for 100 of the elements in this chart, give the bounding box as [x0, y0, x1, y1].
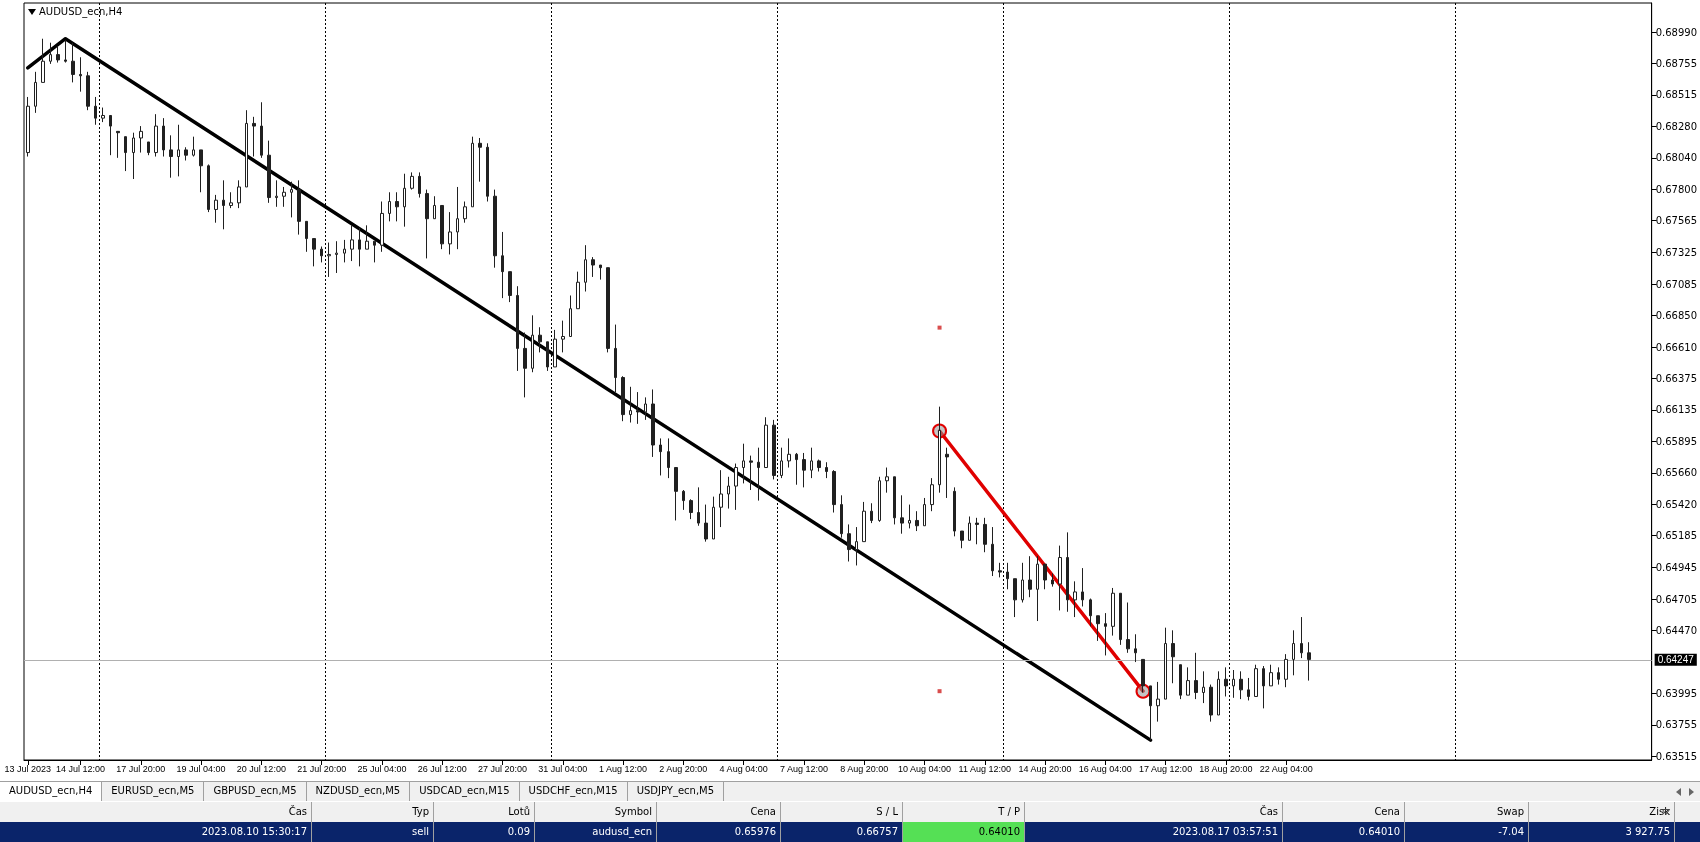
y-tick-label: 0.67800: [1655, 184, 1698, 196]
x-tick-label: 25 Jul 04:00: [357, 763, 407, 774]
text: Čas: [1025, 802, 1283, 822]
candlestick: [124, 136, 127, 172]
candlestick: [780, 447, 783, 479]
candlestick: [1247, 677, 1250, 701]
candlestick: [1096, 615, 1100, 642]
candlestick: [682, 489, 685, 511]
text: -7.04: [1405, 822, 1529, 842]
candlestick: [1171, 629, 1175, 684]
text: USDCAD_ecn,M15: [410, 782, 520, 801]
candlestick: [953, 486, 956, 537]
x-tick-label: 8 Aug 20:00: [840, 763, 889, 774]
candlestick: [1066, 531, 1069, 613]
candlestick: [546, 341, 549, 372]
x-tick-label: 7 Aug 12:00: [779, 763, 828, 774]
candlestick: [1239, 670, 1243, 700]
candlestick: [1209, 684, 1213, 723]
x-tick-label: 17 Aug 12:00: [1139, 763, 1193, 774]
candlestick: [1043, 563, 1047, 590]
candlestick: [893, 476, 896, 525]
candlestick: [501, 231, 504, 299]
candlestick: [109, 114, 112, 156]
candlestick: [1269, 664, 1273, 687]
candlestick: [335, 240, 338, 274]
text: Čas: [0, 802, 312, 822]
candlestick: [1028, 555, 1032, 598]
candlestick: [86, 71, 90, 111]
candlestick: [591, 256, 595, 278]
candlestick: [636, 391, 640, 425]
x-tick-label: 26 Jul 12:00: [417, 763, 467, 774]
candlestick: [222, 179, 225, 230]
candlestick: [1126, 602, 1130, 654]
candlestick: [1141, 658, 1145, 694]
candlestick: [840, 494, 843, 539]
candlestick: [1284, 653, 1288, 688]
candlestick: [214, 194, 218, 224]
candlestick: [433, 195, 436, 220]
candlestick: [749, 455, 753, 491]
candlestick: [425, 189, 429, 259]
candlestick: [975, 517, 979, 545]
candlestick: [757, 447, 760, 502]
candlestick: [621, 375, 625, 422]
candlestick: [56, 46, 60, 64]
candlestick: [41, 38, 45, 83]
candlestick: [998, 562, 1002, 578]
candlestick: [1013, 578, 1017, 618]
candlestick: [810, 447, 813, 479]
y-tick-label: 0.66850: [1655, 309, 1698, 321]
y-tick-label: 0.65420: [1655, 499, 1698, 511]
candlestick: [659, 437, 662, 476]
y-tick-label: 0.67325: [1655, 246, 1698, 258]
candlestick: [1202, 670, 1205, 704]
text: 0.64010: [1283, 822, 1405, 842]
x-tick-label: 14 Jul 12:00: [55, 763, 106, 774]
text: 0.66757: [781, 822, 903, 842]
candlestick: [832, 469, 836, 514]
y-tick-label: 0.63995: [1655, 687, 1698, 699]
candlestick: [147, 141, 150, 156]
candlestick: [229, 191, 233, 209]
x-tick-label: 18 Aug 20:00: [1199, 763, 1253, 774]
text: 2023.08.10 15:30:17: [40, 822, 312, 842]
x-tick-label: 1 Aug 12:00: [599, 763, 648, 774]
candlestick: [1156, 681, 1160, 723]
candlestick: [267, 140, 271, 204]
x-tick-label: 11 Aug 12:00: [958, 763, 1011, 774]
candlestick: [930, 477, 934, 512]
candlestick: [689, 498, 693, 520]
candlestick: [327, 242, 331, 278]
candlestick: [49, 42, 52, 65]
y-tick-label: 0.63515: [1655, 751, 1698, 763]
candlestick: [79, 56, 82, 93]
candlestick: [192, 136, 195, 158]
candlestick: [802, 452, 806, 488]
text: Zisk: [1529, 802, 1675, 822]
candlestick: [94, 96, 97, 126]
x-tick-label: 31 Jul 04:00: [538, 763, 588, 774]
candlestick: [576, 271, 580, 310]
candlestick: [1164, 627, 1167, 700]
candlestick: [960, 530, 964, 549]
candlestick: [252, 116, 256, 158]
candlestick: [538, 326, 542, 353]
candlestick: [878, 476, 881, 523]
candlestick: [629, 386, 632, 424]
y-tick-label: 0.67565: [1655, 215, 1698, 227]
text: 0.65976: [657, 822, 781, 842]
candlestick: [862, 501, 866, 543]
text: USDJPY_ecn,M5: [627, 782, 725, 801]
candlestick: [569, 294, 572, 337]
candlestick: [34, 71, 37, 114]
x-tick-label: 22 Aug 04:00: [1259, 763, 1313, 774]
candlestick: [991, 526, 994, 577]
candlestick: [825, 461, 828, 479]
candlestick: [1232, 669, 1235, 699]
point: [937, 689, 942, 694]
text: NZDUSD_ecn,M5: [306, 782, 411, 801]
candlestick: [584, 244, 587, 293]
candlestick: [764, 416, 768, 469]
candlestick: [1186, 666, 1190, 696]
candlestick: [365, 224, 369, 250]
